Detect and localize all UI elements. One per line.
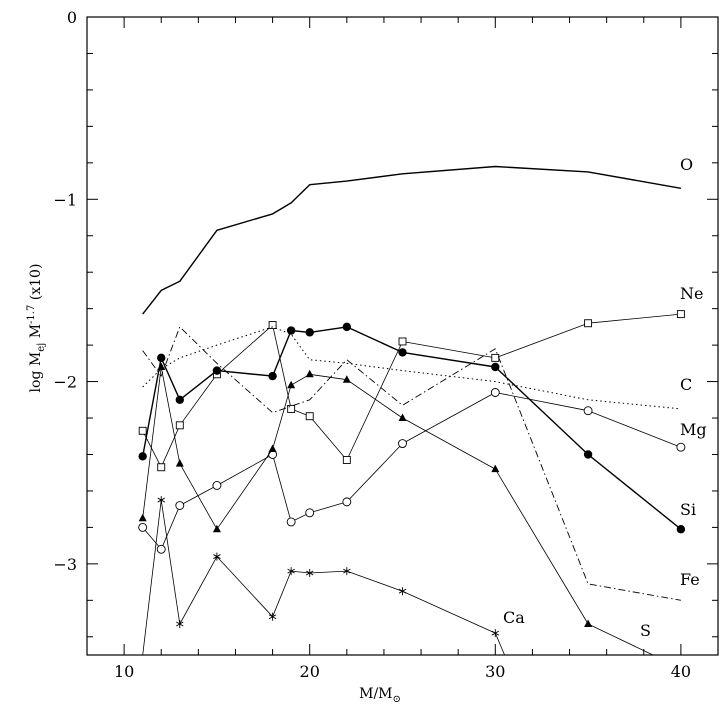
data-point-ne xyxy=(175,421,184,430)
data-point-ca xyxy=(343,567,351,576)
data-point-si xyxy=(305,328,314,337)
series-c xyxy=(142,326,681,410)
data-point-s xyxy=(157,362,166,370)
y-axis-title: log Mej M-1.7 (x10) xyxy=(26,264,47,393)
data-point-si xyxy=(398,348,407,357)
data-point-mg xyxy=(305,508,315,518)
data-point-ca xyxy=(491,629,500,638)
data-point-mg xyxy=(138,522,148,532)
x-axis-title: M/M⊙ xyxy=(359,686,401,705)
data-point-mg xyxy=(286,517,296,527)
labels: 10 20 30 40 0 −1 −2 −3 O Ne C Mg Si Fe S Ca xyxy=(53,8,706,681)
series-fe xyxy=(142,326,681,601)
series-label-mg: Mg xyxy=(680,420,707,439)
data-point-ca xyxy=(213,552,221,561)
data-point-s xyxy=(342,375,351,383)
data-point-ne xyxy=(268,321,277,330)
y-tick-label: −3 xyxy=(53,555,77,574)
series-line-si xyxy=(142,326,682,530)
data-point-si xyxy=(286,326,296,335)
series-o xyxy=(142,165,682,315)
series-label-si: Si xyxy=(680,500,696,519)
series-label-ne: Ne xyxy=(680,284,703,303)
series-si xyxy=(138,322,686,534)
series-line-ne xyxy=(142,313,681,468)
data-point-ne xyxy=(676,310,685,319)
series-line-mg xyxy=(142,392,682,550)
data-point-si xyxy=(212,366,222,375)
data-point-s xyxy=(212,524,221,533)
data-point-ca xyxy=(157,496,165,505)
series-line-o xyxy=(142,165,682,315)
data-point-ne xyxy=(398,337,407,346)
data-point-si xyxy=(175,395,184,404)
data-point-ne xyxy=(342,456,351,464)
data-point-ca xyxy=(176,620,184,629)
series-group xyxy=(138,165,686,656)
data-point-si xyxy=(583,450,593,459)
data-point-s xyxy=(305,369,314,378)
data-point-ca xyxy=(268,612,277,621)
data-point-ne xyxy=(157,463,166,472)
x-tick-label: 30 xyxy=(485,662,505,681)
x-tick-label: 10 xyxy=(114,662,134,681)
data-point-mg xyxy=(398,439,407,448)
data-point-ne xyxy=(305,412,314,421)
series-line-ca xyxy=(142,499,505,656)
series-label-fe: Fe xyxy=(680,570,700,589)
data-point-mg xyxy=(156,544,166,554)
data-point-mg xyxy=(175,501,185,510)
series-label-ca: Ca xyxy=(503,608,525,627)
data-point-si xyxy=(157,353,166,363)
series-label-c: C xyxy=(680,375,692,394)
y-tick-label: −1 xyxy=(53,190,77,209)
data-point-si xyxy=(342,322,352,332)
data-point-ca xyxy=(305,568,314,577)
data-point-ca xyxy=(398,587,407,596)
x-tick-label: 20 xyxy=(300,662,320,681)
series-mg xyxy=(138,388,686,554)
data-point-ne xyxy=(138,426,147,435)
data-point-si xyxy=(491,362,500,372)
series-ne xyxy=(138,310,685,472)
series-ca xyxy=(142,496,505,656)
series-s xyxy=(138,362,654,656)
data-point-s xyxy=(491,464,500,473)
y-tick-label: 0 xyxy=(67,8,77,27)
data-point-mg xyxy=(583,406,593,416)
data-point-mg xyxy=(212,481,222,490)
series-label-s: S xyxy=(640,621,651,640)
data-point-si xyxy=(676,525,686,534)
data-point-s xyxy=(287,380,296,389)
x-tick-label: 40 xyxy=(671,662,691,681)
plot-frame xyxy=(86,16,719,656)
data-point-s xyxy=(584,619,593,628)
data-point-ca xyxy=(287,567,295,576)
data-point-ne xyxy=(584,319,593,328)
data-point-si xyxy=(138,452,147,461)
data-point-mg xyxy=(490,388,500,397)
data-point-ne xyxy=(491,353,500,362)
data-point-s xyxy=(138,513,147,522)
data-point-s xyxy=(398,413,407,422)
series-line-c xyxy=(142,326,681,410)
series-line-s xyxy=(142,366,654,656)
y-tick-label: −2 xyxy=(53,373,77,392)
series-label-o: O xyxy=(680,155,693,174)
data-point-mg xyxy=(676,442,686,452)
data-point-s xyxy=(175,459,184,467)
data-point-si xyxy=(268,371,277,381)
data-point-mg xyxy=(342,497,352,507)
data-point-ne xyxy=(287,404,296,413)
axes xyxy=(86,16,719,656)
series-line-fe xyxy=(142,326,681,601)
data-point-s xyxy=(268,444,277,453)
